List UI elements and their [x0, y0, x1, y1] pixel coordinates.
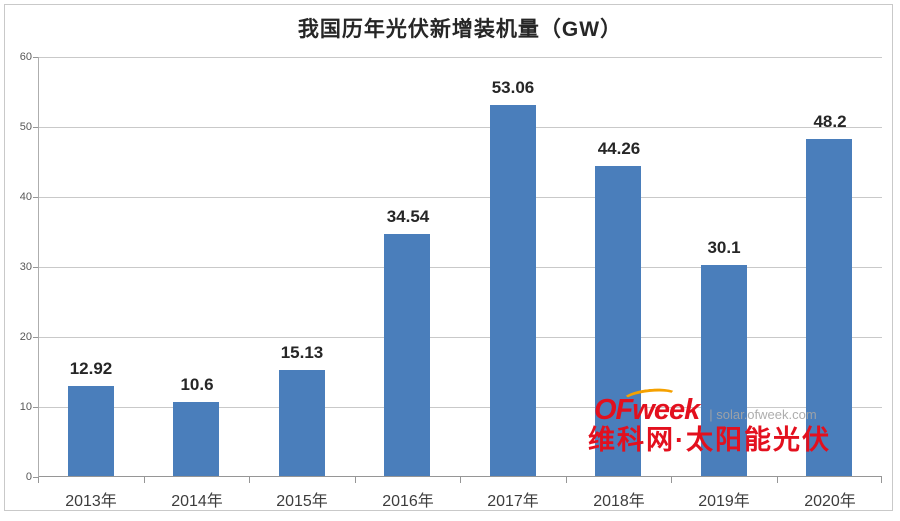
y-tick-label: 10 — [19, 401, 32, 413]
x-axis-tick — [355, 477, 356, 483]
plot-area: 0 10 20 30 40 50 60 12.92 2013年 10.6 2014年 15.13 201… — [20, 51, 882, 510]
x-axis-tick — [671, 477, 672, 483]
bar-value-label: 44.26 — [597, 139, 641, 158]
bar-value-label: 12.92 — [69, 359, 113, 378]
y-axis-line — [38, 57, 39, 477]
x-axis-tick — [566, 477, 567, 483]
x-tick-label: 2015年 — [276, 493, 328, 510]
y-tick-label: 30 — [19, 261, 32, 273]
gridline — [38, 267, 882, 268]
bar — [806, 139, 852, 476]
x-axis-tick — [460, 477, 461, 483]
x-axis-line — [38, 476, 882, 477]
y-axis-tick — [33, 127, 38, 128]
y-tick-label: 0 — [25, 471, 32, 483]
x-tick-label: 2020年 — [804, 493, 856, 510]
y-tick-label: 60 — [19, 51, 32, 63]
y-tick-label: 20 — [19, 331, 32, 343]
x-axis-tick — [249, 477, 250, 483]
gridline — [38, 57, 882, 58]
y-axis-tick — [33, 337, 38, 338]
bar — [68, 386, 114, 476]
x-axis-tick — [38, 477, 39, 483]
gridline — [38, 197, 882, 198]
x-tick-label: 2019年 — [698, 493, 750, 510]
x-tick-label: 2016年 — [382, 493, 434, 510]
x-tick-label: 2013年 — [65, 493, 117, 510]
bar-value-label: 10.6 — [180, 375, 214, 394]
gridline — [38, 127, 882, 128]
bar-value-label: 48.2 — [813, 112, 847, 131]
bar — [490, 105, 536, 476]
y-tick-label: 50 — [19, 121, 32, 133]
x-axis-tick — [777, 477, 778, 483]
bar — [279, 370, 325, 476]
x-axis-tick — [144, 477, 145, 483]
x-tick-label: 2014年 — [171, 493, 223, 510]
bar-value-label: 53.06 — [491, 78, 535, 97]
bar — [173, 402, 219, 476]
y-axis-tick — [33, 57, 38, 58]
y-axis-tick — [33, 197, 38, 198]
x-tick-label: 2018年 — [593, 493, 645, 510]
y-axis-tick — [33, 407, 38, 408]
gridline — [38, 407, 882, 408]
x-tick-label: 2017年 — [487, 493, 539, 510]
bar-value-label: 30.1 — [707, 238, 741, 257]
y-axis-tick — [33, 267, 38, 268]
bar — [595, 166, 641, 476]
x-axis-tick — [881, 477, 882, 483]
y-axis-tick — [33, 477, 38, 478]
bar — [701, 265, 747, 476]
bar — [384, 234, 430, 476]
chart-title: 我国历年光伏新增装机量（GW） — [297, 18, 623, 41]
gridline — [38, 337, 882, 338]
y-tick-label: 40 — [19, 191, 32, 203]
bar-value-label: 34.54 — [386, 207, 430, 226]
bar-value-label: 15.13 — [280, 343, 324, 362]
